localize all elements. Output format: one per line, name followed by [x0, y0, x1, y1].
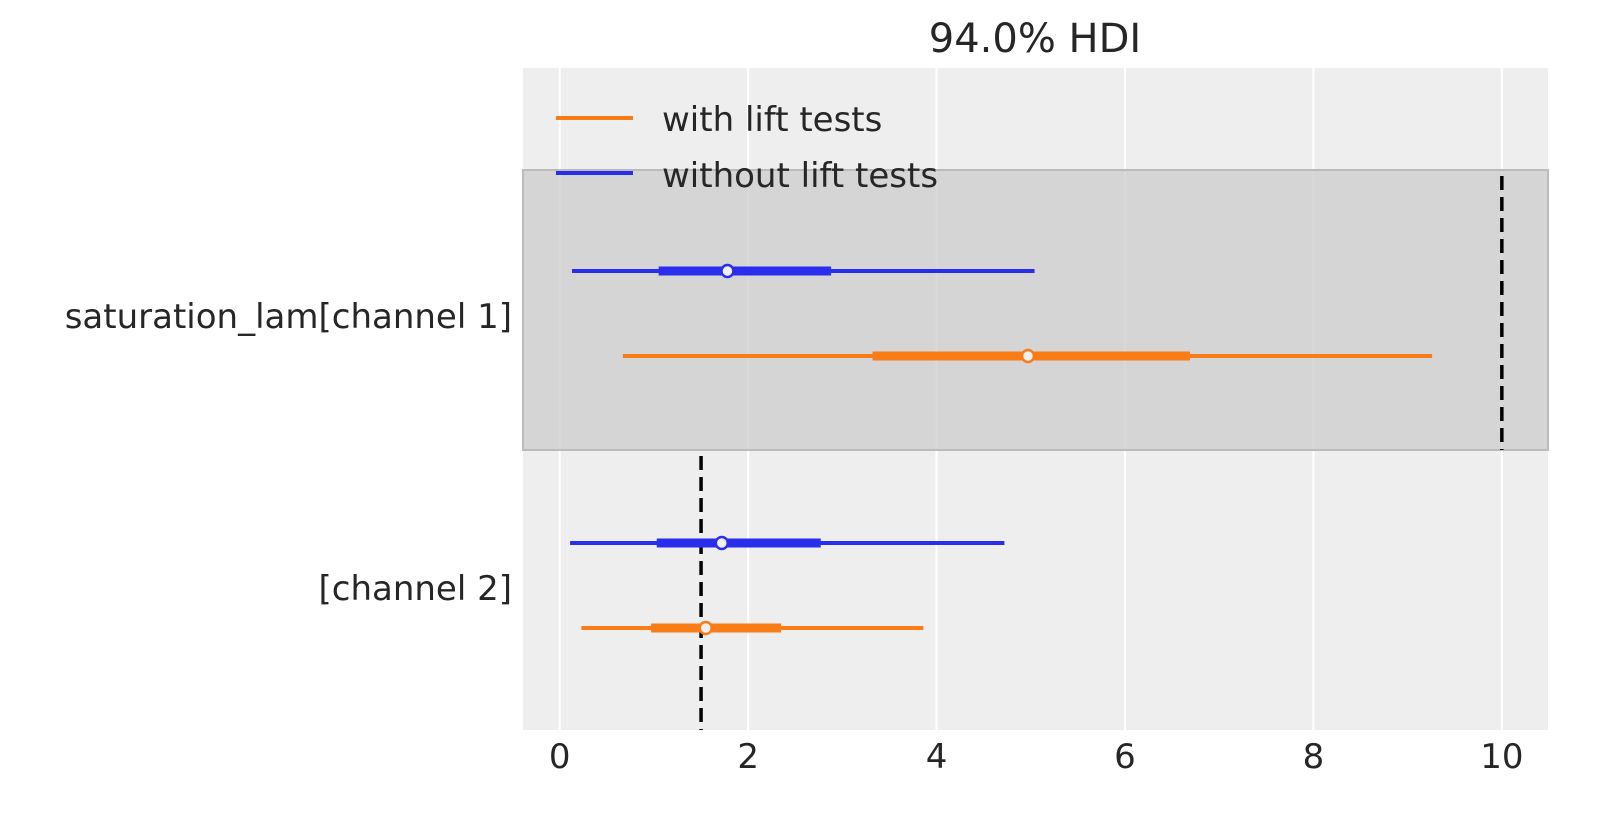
x-tick-label-4: 4 [926, 737, 948, 777]
marks [570, 176, 1504, 730]
legend: with lift tests without lift tests [556, 100, 938, 196]
chart-title: 94.0% HDI [929, 16, 1141, 62]
x-tick-label-2: 2 [737, 737, 759, 777]
x-tick-label-8: 8 [1303, 737, 1325, 777]
y-tick-label-0: saturation_lam[channel 1] [65, 297, 512, 337]
row-bands [522, 169, 1549, 451]
legend-label-with-lift-tests: with lift tests [662, 100, 882, 140]
row-highlight-band [522, 169, 1549, 451]
x-tick-label-10: 10 [1480, 737, 1523, 777]
point-estimate-with-lift-tests-row-0 [1020, 348, 1036, 364]
legend-label-without-lift-tests: without lift tests [662, 156, 938, 196]
y-tick-label-1: [channel 2] [318, 569, 512, 609]
x-tick-label-6: 6 [1114, 737, 1136, 777]
y-tick-labels: saturation_lam[channel 1] [channel 2] [65, 297, 512, 609]
x-tick-label-0: 0 [549, 737, 571, 777]
point-estimate-without-lift-tests-row-0 [720, 263, 735, 279]
point-estimate-without-lift-tests-row-1 [714, 535, 730, 551]
point-estimate-with-lift-tests-row-1 [698, 620, 714, 636]
x-tick-labels: 0 2 4 6 8 10 [549, 737, 1524, 777]
